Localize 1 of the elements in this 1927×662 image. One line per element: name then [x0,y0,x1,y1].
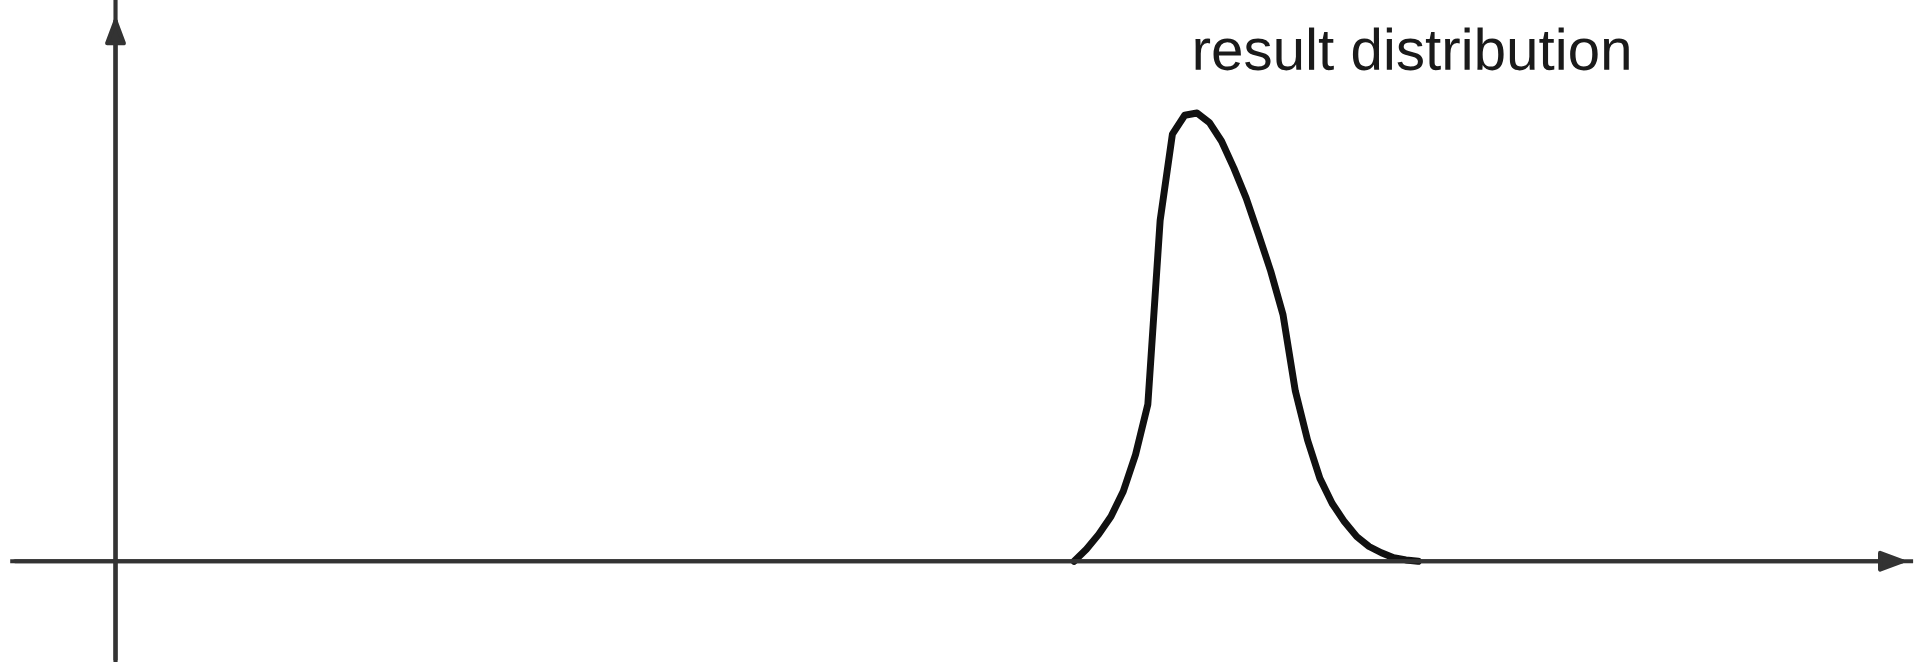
series-label: result distribution [1195,27,1629,71]
